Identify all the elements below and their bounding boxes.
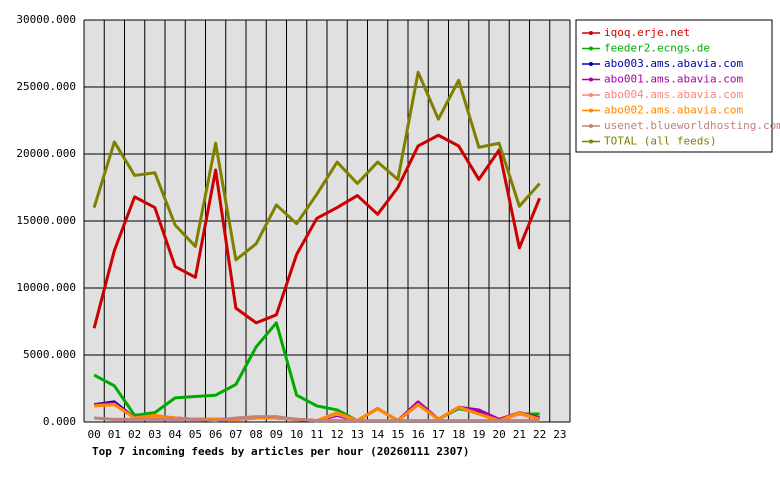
y-tick-label: 30000.000 xyxy=(16,13,76,26)
x-tick-label: 22 xyxy=(533,428,546,441)
legend-label: abo002.ams.abavia.com xyxy=(604,104,743,117)
y-tick-label: 5000.000 xyxy=(23,348,76,361)
series-line xyxy=(92,133,542,329)
x-tick-label: 00 xyxy=(88,428,101,441)
legend-marker xyxy=(589,108,593,113)
legend-marker xyxy=(589,46,593,51)
series-line xyxy=(94,415,540,423)
legend-label: abo003.ams.abavia.com xyxy=(604,57,743,70)
x-tick-label: 10 xyxy=(290,428,303,441)
x-tick-label: 01 xyxy=(108,428,121,441)
legend-marker xyxy=(589,62,593,66)
x-tick-label: 08 xyxy=(250,428,263,441)
y-tick-label: 0.000 xyxy=(43,415,76,428)
legend-label: TOTAL (all feeds) xyxy=(604,135,717,148)
x-tick-label: 13 xyxy=(351,428,364,441)
x-tick-label: 03 xyxy=(148,428,161,441)
x-tick-label: 12 xyxy=(331,428,344,441)
x-tick-label: 05 xyxy=(189,428,202,441)
x-tick-label: 14 xyxy=(371,428,385,441)
x-tick-label: 11 xyxy=(310,428,323,441)
legend-label: usenet.blueworldhosting.com xyxy=(604,119,780,132)
series-line xyxy=(92,70,541,262)
x-tick-label: 04 xyxy=(169,428,183,441)
x-tick-label: 16 xyxy=(412,428,425,441)
x-tick-label: 23 xyxy=(553,428,566,441)
legend-label: abo001.ams.abavia.com xyxy=(604,73,743,86)
legend-marker xyxy=(589,31,593,35)
legend-marker xyxy=(589,124,593,128)
y-tick-label: 20000.000 xyxy=(16,147,76,160)
x-tick-label: 09 xyxy=(270,428,283,441)
y-tick-label: 15000.000 xyxy=(16,214,76,227)
legend-label: iqoq.erje.net xyxy=(604,26,690,39)
x-tick-label: 19 xyxy=(472,428,485,441)
x-tick-label: 07 xyxy=(229,428,242,441)
x-tick-label: 02 xyxy=(128,428,141,441)
x-tick-label: 17 xyxy=(432,428,445,441)
legend-label: abo004.ams.abavia.com xyxy=(604,88,743,101)
y-tick-label: 25000.000 xyxy=(16,80,76,93)
legend-marker xyxy=(589,77,593,82)
x-tick-label: 21 xyxy=(513,428,526,441)
x-tick-label: 06 xyxy=(209,428,222,441)
legend-label: feeder2.ecngs.de xyxy=(604,42,710,55)
x-tick-label: 18 xyxy=(452,428,465,441)
x-tick-label: 15 xyxy=(391,428,404,441)
legend-marker xyxy=(589,139,593,144)
x-tick-label: 20 xyxy=(493,428,506,441)
legend-marker xyxy=(589,93,593,97)
legend-box xyxy=(575,19,773,153)
chart-title: Top 7 incoming feeds by articles per hou… xyxy=(92,445,470,458)
y-tick-label: 10000.000 xyxy=(16,281,76,294)
